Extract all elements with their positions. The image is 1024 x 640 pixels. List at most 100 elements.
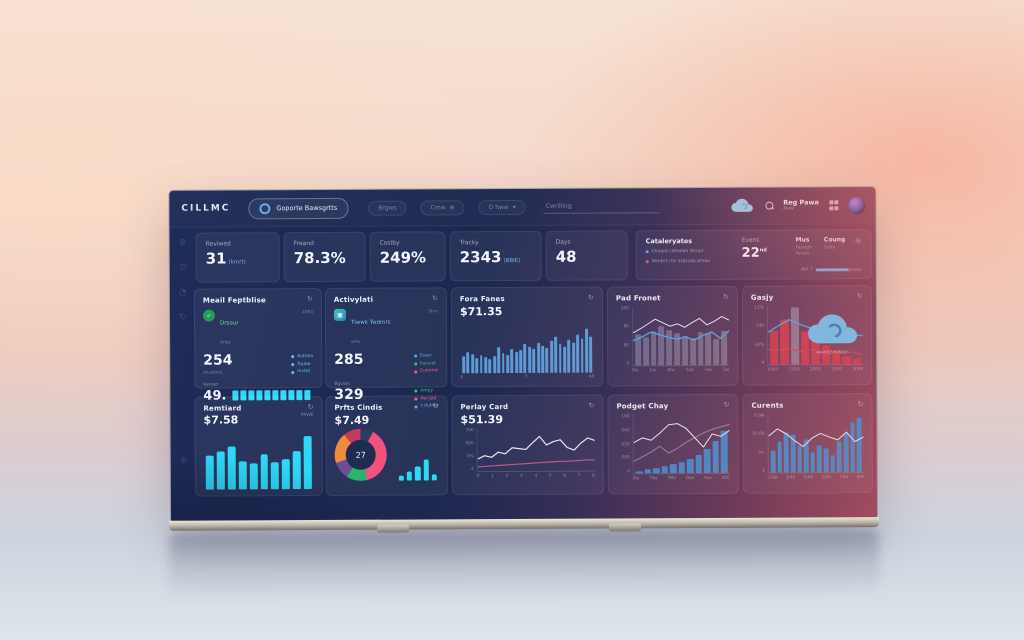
refresh-icon[interactable]: ↻ [723, 400, 730, 409]
tick-label: 5 [548, 473, 552, 479]
card-remtiard[interactable]: Remtiard ↻ $7.58 FRWE [194, 395, 323, 497]
refresh-icon[interactable]: ↻ [587, 293, 594, 302]
kpi-card-cosiby[interactable]: Cosiby 249% [369, 231, 446, 282]
card-gasjy[interactable]: Gasjy ↻ 17% 140 10% 4 wAVIAZAGNMP [741, 285, 873, 386]
cloud-widget: wAVIAZAGNMP [803, 313, 861, 354]
donut-center: 27 [345, 439, 376, 470]
app-badge-icon: ▣ [333, 308, 347, 321]
stat-value: 254 [203, 352, 233, 369]
legend-label: Esspr [419, 353, 432, 359]
tick-label: 0 [627, 469, 630, 475]
x-axis: 1/08 3/48 5/96 2/09 7/84 9/0 [752, 475, 864, 481]
refresh-icon[interactable]: ↻ [722, 292, 729, 301]
refresh-icon[interactable]: ↻ [431, 294, 438, 303]
badge-line2: wrls [351, 339, 360, 345]
refresh-icon[interactable]: ↻ [306, 295, 313, 304]
refresh-icon[interactable]: ↻ [857, 400, 864, 409]
tick-label: 7/84 [839, 475, 849, 481]
legend-label: Cummw [419, 368, 439, 374]
bar-chart [460, 321, 594, 374]
check-badge-icon: ✓ [202, 309, 216, 322]
refresh-icon[interactable]: ↻ [432, 402, 439, 411]
bar [576, 334, 580, 373]
card-curents[interactable]: Curents ↻ 5.0M 50.00 0+ 1 1/08 3/48 5/96 2/09 7… [742, 393, 873, 494]
donut-chart: 27 [334, 428, 387, 481]
summary-bullets: Chuard catsolan thruyt Wrnbct ron arpsvdy… [645, 247, 734, 265]
badge-note: Shm [428, 309, 438, 315]
legend-dot [645, 260, 649, 264]
topbar-right: Reg Pawa Bww [729, 187, 866, 224]
kpi-value: 48 [555, 247, 577, 266]
sidebar-clock-icon[interactable]: ◔ [178, 287, 187, 298]
tick-label: Sab [686, 368, 695, 374]
bar [260, 454, 269, 490]
card-title: Curents [751, 401, 784, 410]
x-axis: 4 7 40 [460, 375, 594, 381]
kpi-card-days[interactable]: Days 48 [545, 230, 628, 281]
y-axis: 17% 140 10% 4 [751, 306, 767, 366]
nav-items: Brgws Cmw ⊕ O hww ▾ [368, 199, 526, 216]
progress-label: Wrt 7 [801, 267, 813, 273]
refresh-icon[interactable]: ↻ [307, 403, 314, 412]
tick-label: Ma [632, 476, 640, 482]
cloud-icon [731, 198, 753, 212]
bar [523, 343, 527, 373]
bar [249, 463, 258, 490]
bar [536, 342, 540, 373]
kpi-card-freand[interactable]: Freand 78.3% [283, 231, 366, 283]
y-axis: 100 040 020 000 0 [616, 414, 632, 474]
card-activity[interactable]: Activylati ↻ ▣ Tiwwk Twdmrs wrls Shm 285… [324, 287, 448, 409]
tick-label: Ww [667, 368, 675, 374]
refresh-icon[interactable]: ↻ [588, 401, 595, 410]
kpi-card-reviwed[interactable]: Reviwed 31 (kmrt) [195, 232, 280, 283]
refresh-icon[interactable]: ↻ [856, 292, 863, 301]
apps-grid-icon[interactable] [828, 200, 839, 211]
nav-item-1[interactable]: Brgws [368, 200, 407, 216]
card-perlay[interactable]: Perlay Card ↻ $51.39 700 500 0% 4 0 1 2 3 4 5 6 7 8 [451, 394, 604, 496]
y-axis: 100 80 60 0 [616, 306, 632, 366]
bar [545, 347, 549, 373]
legend-label: Autono [297, 354, 314, 360]
card-meail[interactable]: Meail Feptblise ↻ ✓ Drsour Krlse ZSBlj 2… [193, 287, 323, 404]
bar [271, 462, 280, 490]
globe-icon[interactable]: ⊕ [854, 236, 862, 246]
kpi-value: 31 (kmrt) [205, 249, 246, 268]
stat-legend: Autono Tuube Invtel [291, 353, 313, 376]
sidebar-help-icon[interactable]: ⊕ [179, 455, 188, 466]
search-input[interactable]: Cwrilling [543, 199, 660, 214]
tick-label: 50.00 [752, 432, 765, 438]
tick-label: 3000 [852, 367, 864, 373]
tick-label: 1 [491, 474, 494, 480]
card-pad-fronet[interactable]: Pad Fronet ↻ 100 80 60 0 Ma Cw Ww Sab Hw Sw [606, 285, 739, 387]
y-axis: 700 500 0% 4 [461, 428, 477, 472]
tick-label: 8 [592, 473, 595, 479]
summary-categories: Cataleryates Chuard catsolan thruyt Wrnbc… [646, 237, 734, 273]
stat-label-2: Kenser [203, 382, 219, 388]
card-title: Activylati [333, 295, 374, 304]
legend-dot [414, 389, 418, 393]
bar [580, 338, 584, 373]
search-icon[interactable] [765, 202, 773, 210]
card-fora-fanes[interactable]: Fora Fanes ↻ $71.35 4 7 40 [450, 286, 604, 388]
bar [431, 474, 437, 481]
avatar[interactable] [848, 196, 866, 214]
tick-label: Sw [722, 367, 730, 373]
summary-col-coung: Coung Srabr [824, 236, 845, 258]
kpi-card-tracky[interactable]: Tracky 2343 (BBIE) [449, 230, 542, 282]
kpi-value: 2343 (BBIE) [459, 248, 521, 267]
nav-item-3[interactable]: O hww ▾ [478, 199, 526, 215]
user-menu[interactable]: Reg Pawa Bww [783, 198, 819, 212]
card-prfts-cindis[interactable]: Prfts Cindis ↻ $7.49 27 [325, 395, 448, 496]
sidebar-globe-icon[interactable]: ⊙ [178, 262, 187, 273]
tick-label: Dad [685, 476, 695, 482]
bar [406, 471, 413, 481]
sidebar-refresh-icon[interactable]: ↻ [179, 312, 187, 323]
x-axis: Ma TNu TMa Dad Sav 200 [617, 476, 730, 482]
cloud-caption: wAVIAZAGNMP [816, 349, 848, 355]
summary-card[interactable]: Cataleryates Chuard catsolan thruyt Wrnbc… [635, 229, 872, 281]
sidebar-share-icon[interactable]: ⊕ [178, 237, 187, 248]
card-podget-chay[interactable]: Podget Chay ↻ 100 040 020 000 0 Ma TNu TMa Dad S… [607, 393, 739, 495]
primary-nav-pill[interactable]: Goporte Bawsgrtts [248, 197, 349, 219]
nav-item-2[interactable]: Cmw ⊕ [420, 199, 465, 215]
